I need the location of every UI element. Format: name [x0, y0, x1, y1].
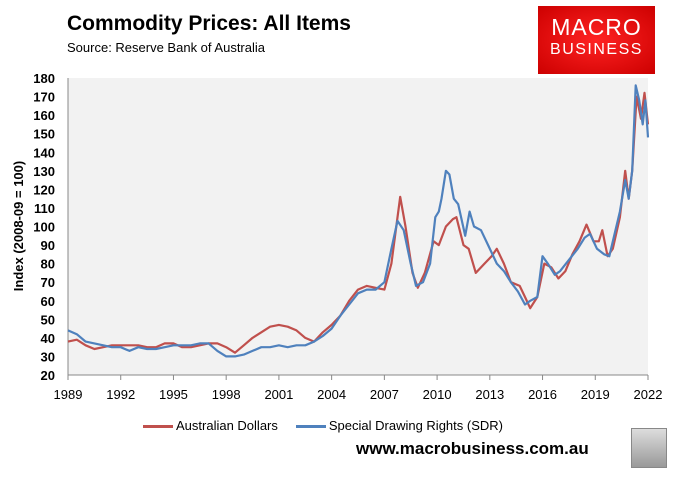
macrobusiness-logo: MACRO BUSINESS: [538, 6, 655, 74]
x-tick-label: 1989: [54, 387, 83, 402]
chart-source: Source: Reserve Bank of Australia: [67, 40, 265, 55]
series-line-aud: [67, 91, 650, 354]
plot-area: [68, 78, 648, 375]
x-tick-label: 2013: [475, 387, 504, 402]
y-tick-label: 70: [41, 275, 55, 290]
y-tick-label: 120: [33, 182, 55, 197]
y-tick-label: 130: [33, 164, 55, 179]
y-tick-label: 80: [41, 257, 55, 272]
legend: Australian Dollars Special Drawing Right…: [143, 418, 503, 433]
x-tick-label: 2019: [581, 387, 610, 402]
y-tick-label: 180: [33, 71, 55, 86]
y-tick-label: 40: [41, 331, 55, 346]
wolf-logo-icon: [631, 428, 667, 468]
legend-item-aud: Australian Dollars: [143, 418, 278, 433]
chart-title: Commodity Prices: All Items: [67, 12, 351, 35]
y-tick-label: 30: [41, 349, 55, 364]
x-tick-label: 2001: [264, 387, 293, 402]
legend-item-sdr: Special Drawing Rights (SDR): [295, 418, 503, 433]
website-url: www.macrobusiness.com.au: [356, 439, 589, 458]
y-tick-label: 110: [34, 201, 55, 216]
series-line-sdr: [67, 84, 650, 358]
logo-line1: MACRO: [551, 14, 642, 40]
y-tick-label: 20: [41, 368, 55, 383]
x-tick-label: 1992: [106, 387, 135, 402]
y-tick-label: 150: [33, 127, 55, 142]
y-tick-label: 90: [41, 238, 55, 253]
y-tick-label: 160: [33, 108, 55, 123]
x-tick-label: 2016: [528, 387, 557, 402]
y-tick-label: 50: [41, 312, 55, 327]
x-tick-label: 2007: [370, 387, 399, 402]
x-tick-label: 2022: [634, 387, 663, 402]
legend-label: Special Drawing Rights (SDR): [328, 418, 503, 433]
y-tick-label: 140: [33, 145, 55, 160]
y-tick-label: 60: [41, 294, 55, 309]
legend-label: Australian Dollars: [176, 418, 278, 433]
x-tick-label: 1998: [212, 387, 241, 402]
legend-swatch: [143, 425, 173, 429]
x-tick-label: 1995: [159, 387, 188, 402]
legend-swatch: [295, 425, 326, 429]
x-tick-label: 2004: [317, 387, 346, 402]
logo-line2: BUSINESS: [550, 41, 643, 58]
y-tick-label: 100: [33, 220, 55, 235]
x-tick-label: 2010: [423, 387, 452, 402]
y-tick-label: 170: [33, 90, 55, 105]
y-axis-label: Index (2008-09 = 100): [11, 161, 26, 291]
